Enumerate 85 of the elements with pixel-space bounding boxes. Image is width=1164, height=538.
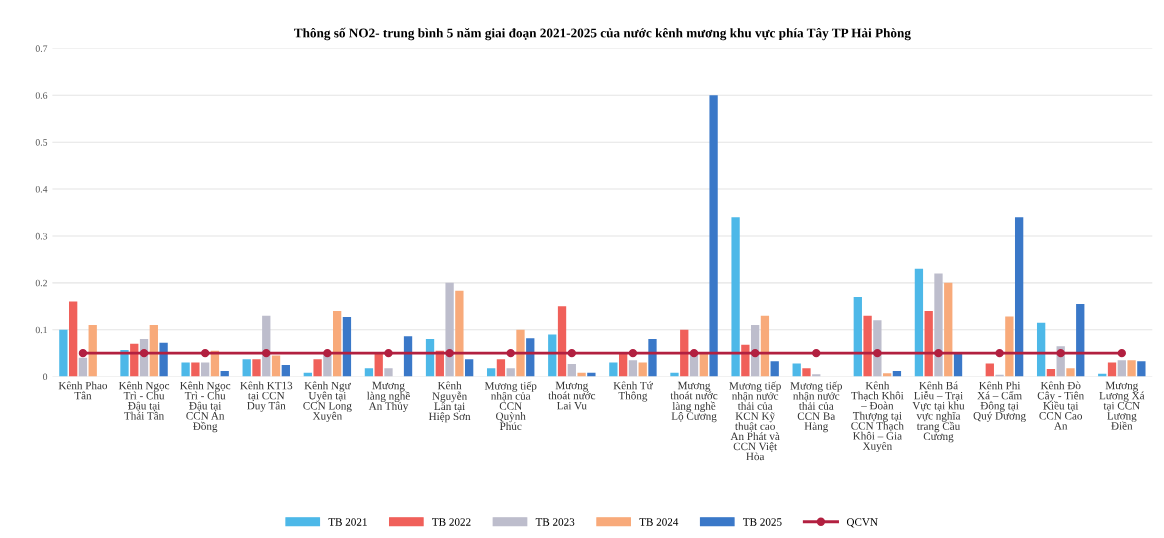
x-tick-label: Kênh Ngư Uyên tại CCN Long Xuyên — [303, 381, 352, 422]
bar — [792, 363, 801, 377]
x-tick-label: Kênh Ngọc Trì - Chu Đậu tại CCN An Đồng — [180, 381, 231, 433]
x-tick-label: Mương tiếp nhận nước thải của CCN Ba Hàng — [790, 381, 842, 433]
bar — [69, 301, 78, 377]
x-tick-label: Mương thoát nước làng nghề Lộ Cương — [670, 381, 718, 423]
bar — [1066, 368, 1075, 377]
bar — [567, 363, 576, 377]
bar — [985, 363, 994, 377]
bar — [914, 268, 924, 377]
x-tick-label: Kênh Đò Cây - Tiên Kiều tại CCN Cao An — [1037, 381, 1084, 430]
x-tick-label: Kênh Tứ Thông — [613, 381, 653, 402]
bar — [78, 357, 88, 377]
legend-label: TB 2024 — [639, 518, 679, 526]
x-tick-label: Kênh Ngọc Trì - Chu Đậu tại Thái Tân — [118, 381, 170, 420]
bar — [770, 361, 779, 377]
x-tick-label: Mương tiếp nhận nước thải của KCN Kỹ thuật cao An Phát và CCN Việt Hòa — [729, 381, 781, 461]
bar — [181, 362, 190, 377]
bar — [557, 306, 567, 377]
bar — [191, 362, 200, 377]
bar — [709, 95, 718, 377]
y-tick-label: 0.4 — [35, 185, 48, 193]
x-tick-label: Mương Lương Xá tại CCN Lương Điền — [1099, 381, 1145, 430]
bar — [1076, 303, 1085, 377]
bar — [944, 282, 953, 377]
bar — [802, 368, 811, 377]
legend-label: QCVN — [846, 518, 878, 528]
bar — [1005, 316, 1014, 377]
y-tick-label: 0.7 — [35, 45, 48, 52]
bar — [924, 310, 933, 377]
bar — [59, 329, 68, 377]
bar — [281, 364, 290, 377]
bar — [464, 359, 474, 377]
bar — [496, 359, 506, 377]
x-tick-label: Kênh Thạch Khôi – Đoàn Thượng tại CCN Thạch Khôi – Gia Xuyên — [851, 381, 904, 453]
bar — [486, 368, 496, 377]
y-tick-label: 0.1 — [35, 326, 47, 334]
y-tick-label: 0.5 — [35, 139, 48, 146]
bar — [1137, 361, 1146, 377]
bar — [648, 339, 657, 377]
x-tick-label: Kênh Nguyễn Lân tại Hiệp Sơn — [428, 381, 471, 423]
bar — [252, 359, 261, 377]
bar — [159, 342, 168, 377]
legend-label: TB 2021 — [328, 518, 367, 526]
bar — [445, 282, 454, 377]
x-tick-label: Kênh Bá Liễu – Trại Vực tại khu vực nghĩa trang Cầu Cương — [912, 381, 965, 443]
legend-label: TB 2022 — [432, 518, 471, 526]
y-tick-label: 0.2 — [35, 279, 47, 287]
x-tick-label: Mương làng nghề An Thủy — [366, 381, 410, 413]
bar — [863, 315, 872, 377]
y-tick-label: 0.3 — [35, 232, 48, 240]
bar — [741, 344, 750, 377]
x-tick-label: Kênh KT13 tại CCN Duy Tân — [240, 381, 293, 412]
bar — [853, 296, 862, 377]
x-tick-label: Kênh Phi Xá – Cẩm Đông tại Quý Dương — [973, 381, 1026, 422]
bar — [1117, 360, 1126, 377]
bar — [1014, 217, 1024, 377]
bar — [342, 317, 352, 377]
bar — [628, 360, 638, 377]
bar — [333, 310, 342, 377]
bar — [934, 273, 943, 377]
bar — [242, 359, 251, 377]
y-tick-label: 0 — [43, 373, 48, 381]
bar — [506, 368, 515, 377]
bar — [364, 368, 374, 377]
legend-label: TB 2023 — [535, 518, 575, 526]
bar — [1127, 360, 1136, 377]
x-tick-label: Kênh Phao Tân — [58, 381, 108, 400]
y-tick-label: 0.6 — [35, 92, 48, 99]
x-tick-label: Mương thoát nước Lai Vu — [548, 381, 596, 410]
bar — [88, 325, 97, 377]
bar — [455, 290, 464, 377]
bar — [609, 362, 618, 377]
bar — [760, 315, 770, 377]
bar — [384, 368, 393, 377]
chart-title: Thông số NO2- trung bình 5 năm giai đoạn 2021-2025 của nước kênh mương khu vực phía Tây TP Hải Phòng — [294, 27, 911, 41]
bar — [731, 217, 740, 377]
bar — [1046, 369, 1056, 377]
x-tick-label: Mương tiếp nhận của CCN Quỳnh Phúc — [484, 381, 537, 430]
bar — [271, 355, 281, 377]
legend-label: TB 2025 — [743, 518, 782, 526]
bar — [313, 359, 322, 377]
bar — [149, 325, 158, 377]
bar — [953, 354, 963, 377]
bar — [516, 329, 525, 377]
